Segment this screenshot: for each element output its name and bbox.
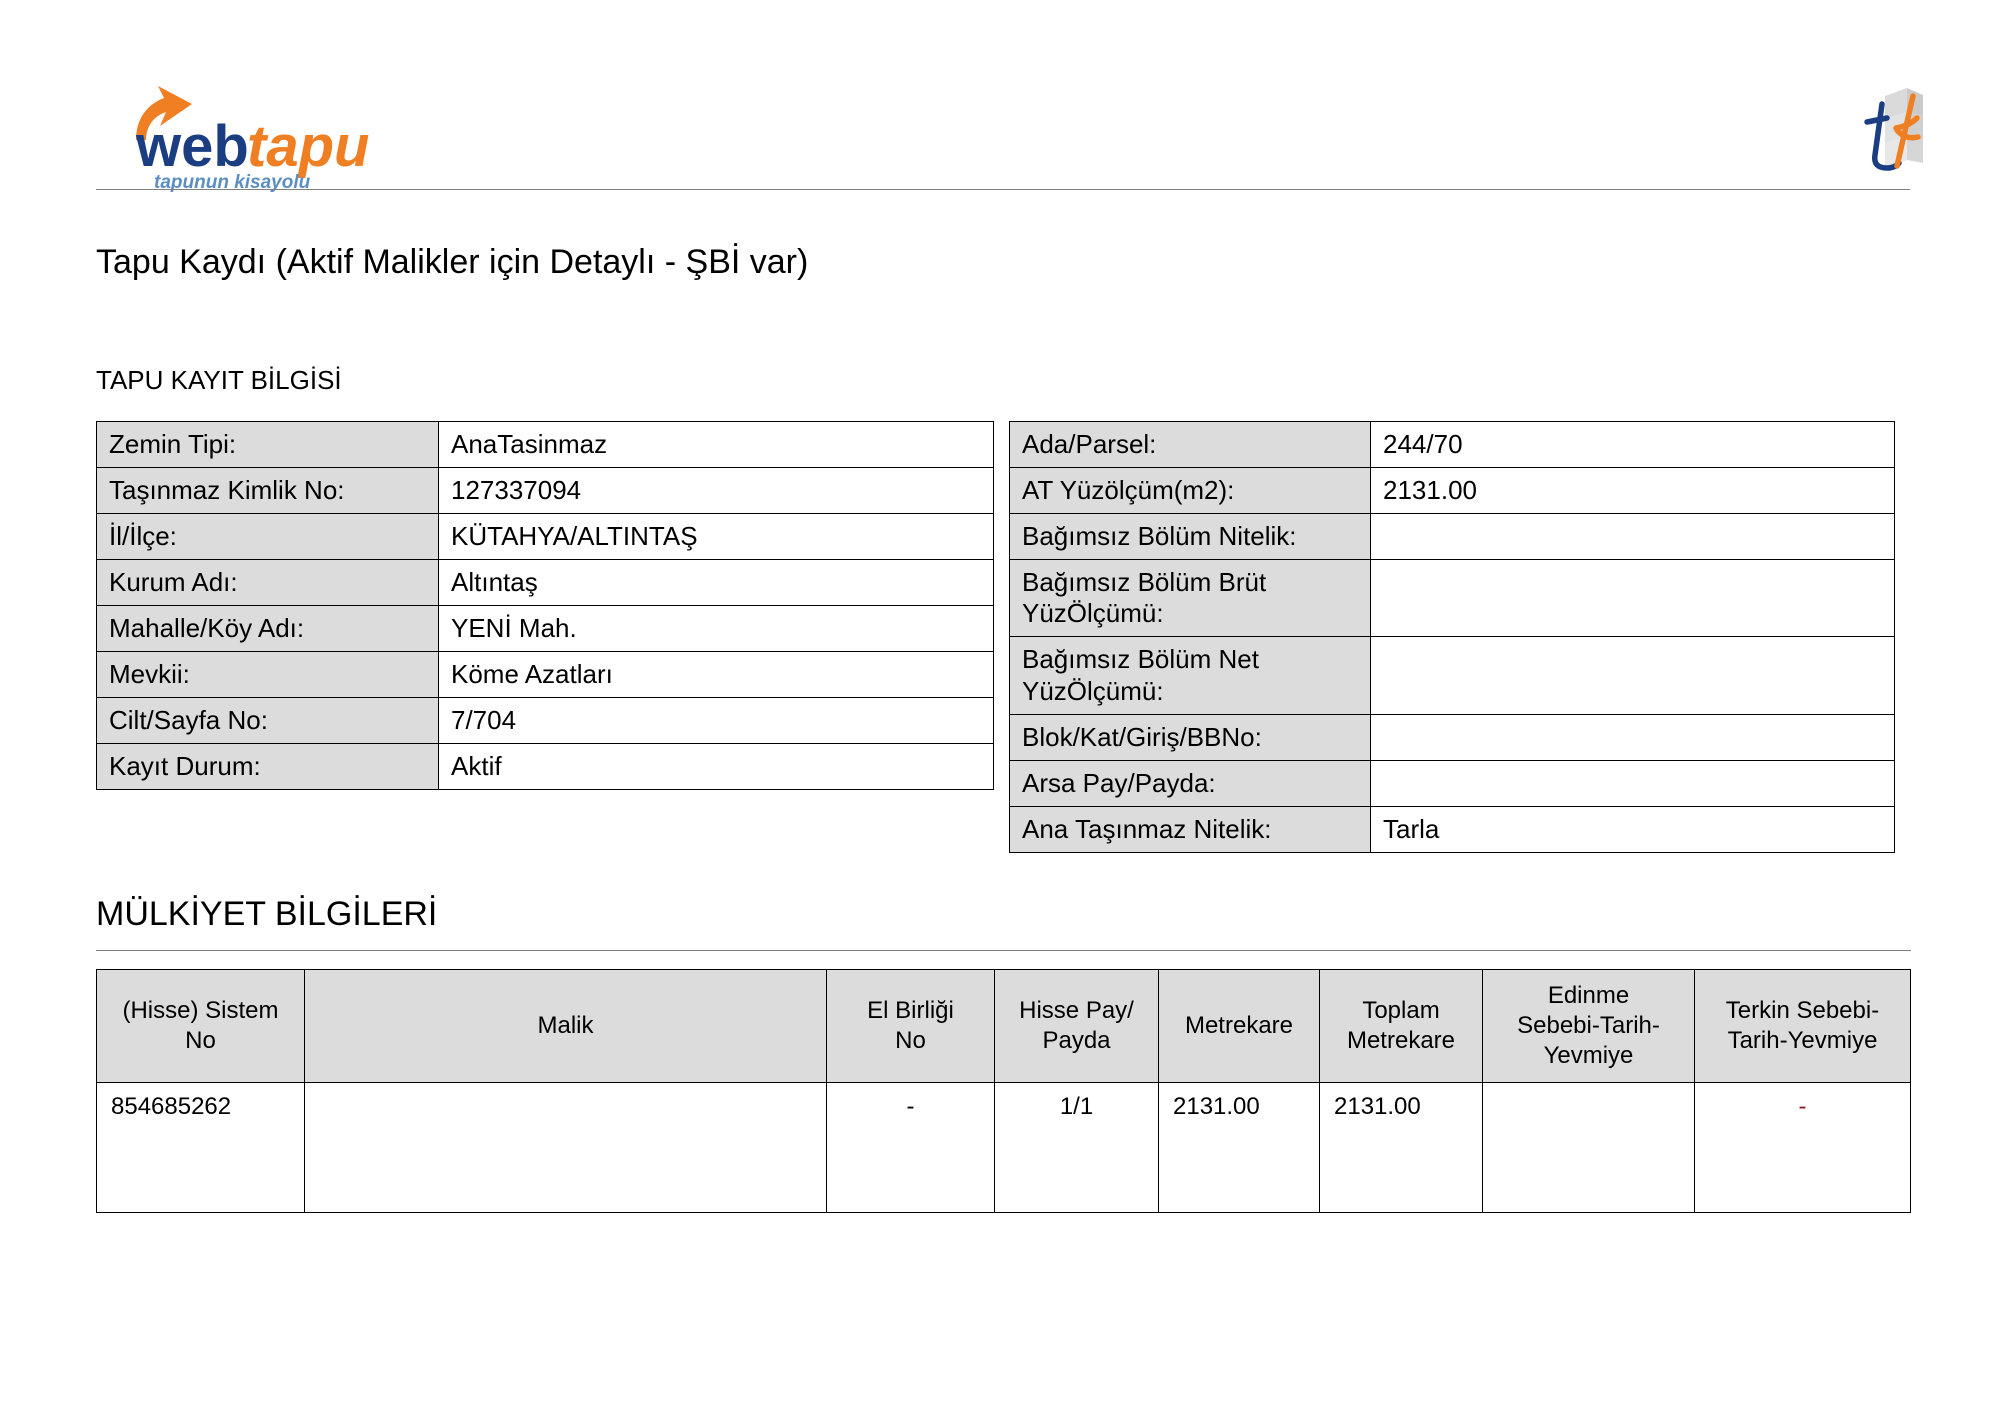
svg-text:tapu: tapu bbox=[247, 114, 369, 179]
svg-text:web: web bbox=[135, 114, 249, 179]
